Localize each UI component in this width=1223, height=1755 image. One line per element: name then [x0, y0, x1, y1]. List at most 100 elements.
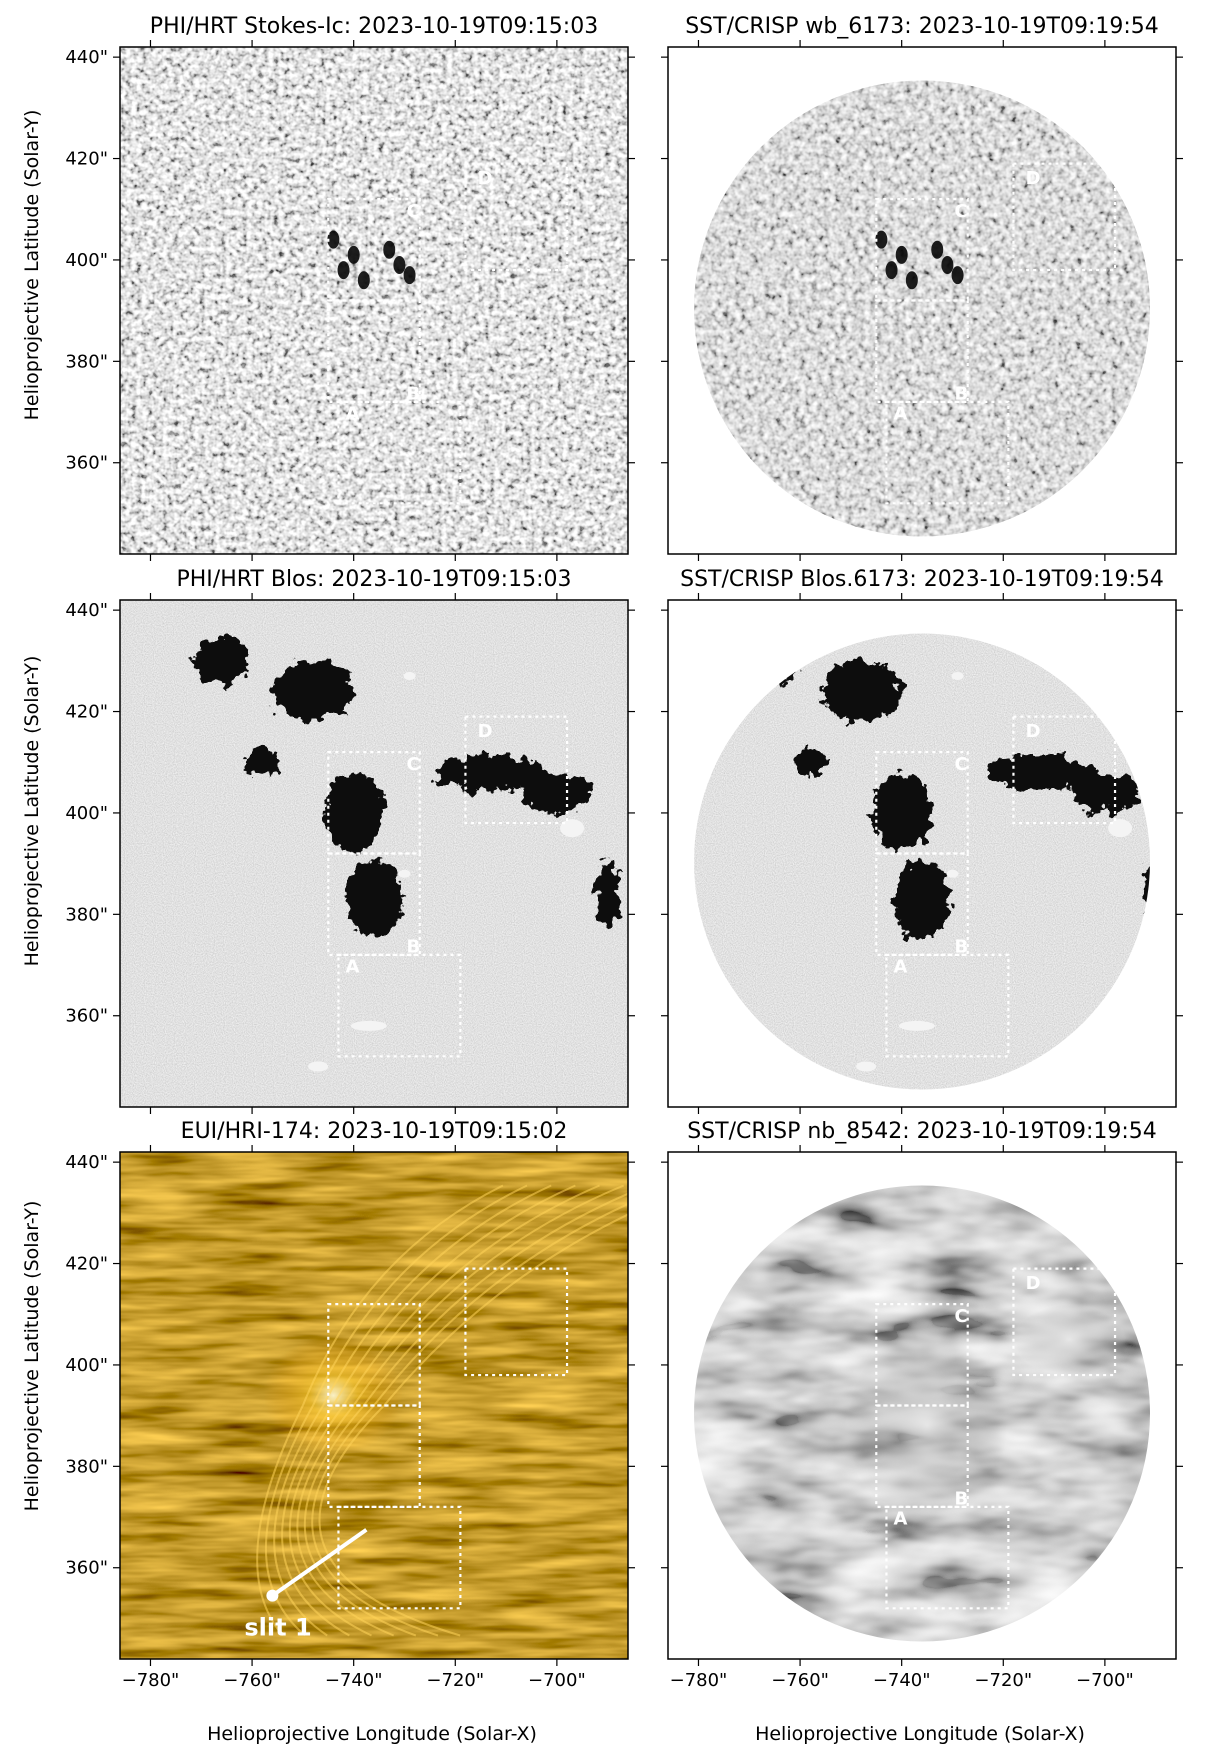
panel-title: SST/CRISP nb_8542: 2023-10-19T09:19:54 [687, 1119, 1157, 1144]
x-tick-label: −700" [528, 1670, 586, 1691]
region-box-d [1012, 1267, 1117, 1377]
negative-polarity [193, 636, 620, 940]
positive-polarity [308, 672, 585, 1072]
x-tick-label: −700" [1076, 1670, 1134, 1691]
region-label-c: C [406, 754, 419, 775]
panel-title: SST/CRISP wb_6173: 2023-10-19T09:19:54 [685, 14, 1159, 39]
region-label-c: C [954, 1306, 967, 1327]
pore [951, 266, 964, 285]
region-label-b: B [406, 383, 420, 404]
region-label-a: A [894, 957, 908, 978]
slit-label: slit 1 [244, 1614, 311, 1642]
y-axis-label: Helioprojective Latitude (Solar-Y) [21, 656, 43, 967]
panel-frame [119, 599, 629, 1108]
y-tick-label: 440" [65, 1152, 108, 1173]
region-box-d [1012, 715, 1117, 825]
region-label-d: D [478, 721, 493, 742]
region-label-d: D [478, 168, 493, 189]
panel-image [120, 600, 628, 1107]
panel-image [694, 1185, 1150, 1642]
pore [403, 266, 416, 285]
panel-title: PHI/HRT Blos: 2023-10-19T09:15:03 [176, 567, 571, 592]
panel-frame [119, 46, 629, 555]
panel-eui-174: −780" −760" −740" −720" −700" 440" 420" 400" 380… [65, 1119, 635, 1691]
region-boxes [875, 1267, 1117, 1610]
pore [327, 230, 340, 249]
region-label-b: B [406, 936, 420, 957]
x-tick-label: −740" [873, 1670, 931, 1691]
region-box-d [1012, 162, 1117, 272]
panel-image [120, 1152, 628, 1659]
y-tick-label: 400" [65, 250, 108, 271]
region-label-a: A [346, 957, 360, 978]
panel-image [694, 80, 1150, 537]
y-tick-label: 400" [65, 803, 108, 824]
pore [905, 271, 918, 290]
y-axis-label: Helioprojective Latitude (Solar-Y) [21, 1201, 43, 1512]
slit-line [271, 1528, 368, 1598]
region-box-c [875, 198, 969, 302]
region-box-c [875, 1302, 969, 1407]
pore [347, 245, 360, 264]
panel-frame [119, 1151, 629, 1660]
x-tick-label: −780" [122, 1670, 180, 1691]
y-tick-label: 360" [65, 1006, 108, 1027]
panel-frame [667, 1151, 1177, 1660]
x-axis-label: Helioprojective Longitude (Solar-X) [207, 1723, 537, 1745]
region-box-d [464, 1267, 569, 1377]
y-tick-label: 420" [65, 702, 108, 723]
panel-phi-blos: 440" 420" 400" 380" 360" PHI/HRT Blos: 2023-1… [65, 567, 635, 1114]
x-tick-label: −720" [974, 1670, 1032, 1691]
y-tick-label: 400" [65, 1355, 108, 1376]
coronal-loops [256, 1184, 628, 1637]
y-tick-label: 360" [65, 1558, 108, 1579]
panel-title: PHI/HRT Stokes-Ic: 2023-10-19T09:15:03 [150, 14, 598, 39]
region-label-a: A [346, 404, 360, 425]
x-tick-label: −760" [223, 1670, 281, 1691]
y-tick-label: 380" [65, 351, 108, 372]
pore [357, 271, 370, 290]
region-label-c: C [406, 201, 419, 222]
region-box-c [327, 1302, 421, 1407]
pore [383, 240, 396, 259]
y-tick-label: 440" [65, 600, 108, 621]
region-box-d [464, 715, 569, 825]
region-box-c [327, 750, 421, 855]
panel-frame [667, 46, 1177, 555]
region-label-b: B [954, 383, 968, 404]
x-tick-label: −720" [426, 1670, 484, 1691]
y-tick-label: 380" [65, 904, 108, 925]
y-tick-label: 420" [65, 149, 108, 170]
positive-polarity [856, 672, 1133, 1072]
pore [393, 256, 406, 275]
panel-sst-blos: SST/CRISP Blos.6173: 2023-10-19T09:19:54… [661, 567, 1183, 1114]
pore [337, 261, 350, 280]
y-tick-label: 420" [65, 1254, 108, 1275]
region-label-a: A [894, 404, 908, 425]
region-label-c: C [954, 201, 967, 222]
y-tick-label: 440" [65, 47, 108, 68]
region-box-c [327, 198, 421, 302]
region-boxes [875, 162, 1117, 505]
panel-sst-8542: −780" −760" −740" −720" −700" SST/CRISP nb_85… [661, 1119, 1183, 1691]
region-label-a: A [894, 1509, 908, 1530]
x-tick-label: −760" [771, 1670, 829, 1691]
region-boxes [327, 715, 569, 1058]
pore [895, 245, 908, 264]
panel-title: EUI/HRI-174: 2023-10-19T09:15:02 [181, 1119, 568, 1144]
y-tick-label: 360" [65, 453, 108, 474]
x-tick-label: −740" [325, 1670, 383, 1691]
region-boxes [875, 715, 1117, 1058]
region-label-d: D [1026, 1273, 1041, 1294]
negative-polarity [741, 636, 1150, 940]
x-tick-label: −780" [670, 1670, 728, 1691]
region-boxes [327, 1267, 569, 1610]
panel-image [694, 633, 1150, 1090]
slit-endpoint [266, 1589, 279, 1602]
region-box-c [875, 750, 969, 855]
panel-sst-wb: SST/CRISP wb_6173: 2023-10-19T09:19:54 A B… [661, 14, 1183, 561]
y-axis-label: Helioprojective Latitude (Solar-Y) [21, 110, 43, 421]
region-label-c: C [954, 754, 967, 775]
panel-title: SST/CRISP Blos.6173: 2023-10-19T09:19:54 [680, 567, 1164, 592]
